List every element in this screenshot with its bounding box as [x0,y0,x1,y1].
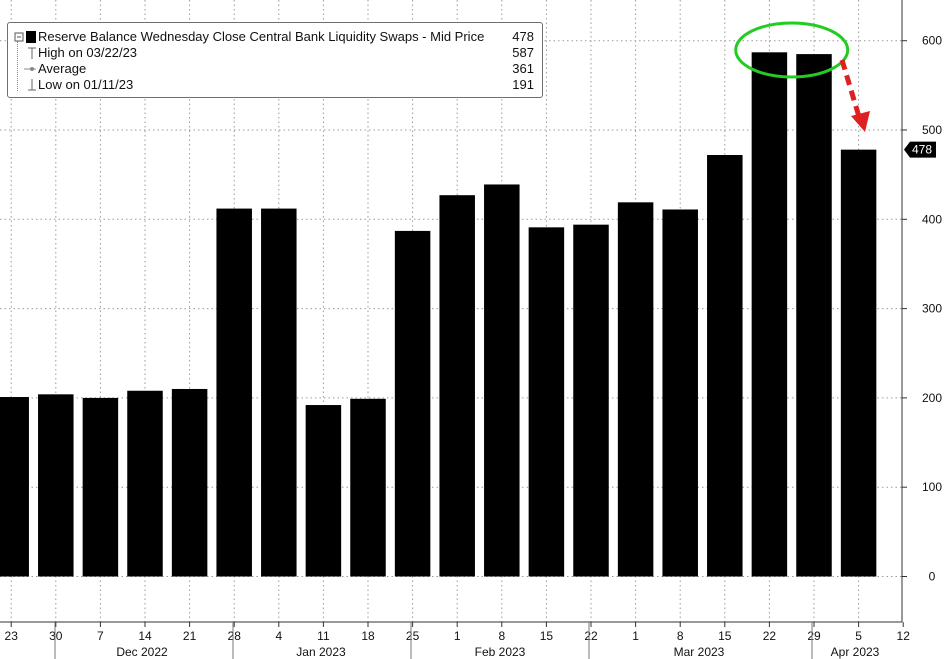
x-tick-label: 5 [855,629,862,643]
month-label: Dec 2022 [116,645,168,659]
bar-29 [796,54,832,577]
y-tick-label: 200 [922,391,942,405]
x-tick-label: 23 [5,629,19,643]
legend-row-low: Low on 01/11/23 191 [8,77,534,93]
x-tick-label: 18 [361,629,375,643]
x-tick-label: 11 [317,629,330,643]
x-tick-label: 28 [228,629,242,643]
bars [0,52,877,577]
legend-row-average: Average 361 [8,61,534,77]
bar-18 [350,398,386,577]
bar-8 [662,209,698,577]
x-tick-label: 4 [275,629,282,643]
annotations [734,21,870,132]
y-tick-label: 0 [929,570,936,584]
bar-21 [171,388,208,577]
bar-1 [617,202,654,577]
legend-low-value: 191 [512,77,534,92]
legend: Reserve Balance Wednesday Close Central … [7,22,543,98]
y-tick-label: 300 [922,302,942,316]
bar-4 [261,208,297,577]
x-tick-label: 15 [718,629,732,643]
bar-5 [840,149,877,577]
legend-row-high: High on 03/22/23 587 [8,45,534,61]
x-tick-label: 22 [763,629,777,643]
last-value-tag-label: 478 [912,143,932,157]
x-tick-label: 22 [584,629,598,643]
bar-23 [0,397,29,577]
highlight-ellipse [734,21,850,79]
bar-7 [82,397,119,577]
x-tick-label: 15 [540,629,554,643]
decline-arrow-head [851,111,870,132]
x-tick-label: 12 [897,629,911,643]
legend-series-icon [14,29,37,45]
legend-row-series: Reserve Balance Wednesday Close Central … [8,29,534,45]
bar-15 [528,227,565,577]
month-label: Mar 2023 [674,645,725,659]
legend-high-value: 587 [512,45,534,60]
y-tick-label: 500 [922,123,942,137]
x-tick-label: 1 [454,629,461,643]
x-tick-label: 1 [632,629,639,643]
legend-tree-line [17,41,19,91]
x-tick-label: 30 [49,629,63,643]
bar-8 [484,184,520,577]
legend-low-label: Low on 01/11/23 [38,77,134,92]
average-marker-icon [14,61,38,77]
bar-25 [394,230,431,577]
legend-average-value: 361 [512,61,534,76]
low-marker-icon [14,77,36,93]
decline-arrow [839,59,863,121]
bar-22 [751,52,788,577]
x-tick-label: 21 [183,629,197,643]
x-tick-label: 8 [677,629,684,643]
last-value-tag [904,141,936,158]
legend-series-value: 478 [512,29,534,44]
bar-11 [305,405,342,577]
bar-1 [439,195,475,577]
x-tick-label: 8 [498,629,505,643]
bar-15 [707,155,743,577]
x-tick-label: 14 [138,629,152,643]
high-marker-icon [14,45,36,61]
x-tick-label: 29 [807,629,821,643]
month-label: Feb 2023 [475,645,526,659]
x-tick-label: 7 [97,629,104,643]
bar-14 [127,390,163,577]
legend-series-name: Reserve Balance Wednesday Close Central … [38,29,485,44]
month-label: Jan 2023 [296,645,346,659]
month-label: Apr 2023 [831,645,880,659]
x-tick-label: 25 [406,629,420,643]
y-tick-label: 600 [922,34,942,48]
y-tick-label: 100 [922,480,942,494]
bar-30 [38,394,74,577]
legend-high-label: High on 03/22/23 [38,45,138,60]
bar-28 [216,208,252,577]
bar-22 [573,224,609,577]
legend-average-label: Average [38,61,87,76]
y-tick-label: 400 [922,212,942,226]
